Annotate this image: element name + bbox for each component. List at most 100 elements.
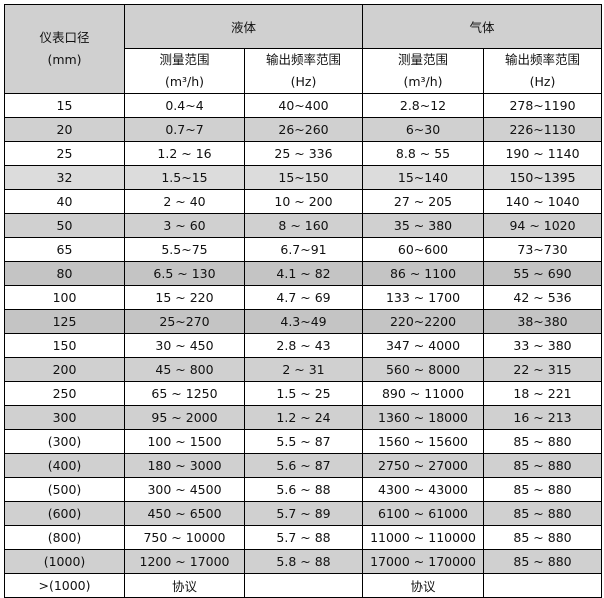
liquid-range-cell: 0.7~7 [124, 117, 245, 142]
gas-range-cell: 560 ~ 8000 [362, 357, 485, 382]
size-unit: (mm) [47, 52, 82, 67]
gas-freq-cell: 94 ~ 1020 [483, 213, 603, 238]
liquid-freq-cell: 26~260 [243, 117, 364, 142]
gas-freq-cell: 190 ~ 1140 [483, 141, 603, 166]
size-header: 仪表口径 (mm) [4, 4, 125, 94]
gas-freq-cell: 33 ~ 380 [483, 333, 603, 358]
size-cell: 32 [4, 165, 125, 190]
liquid-freq-cell: 1.5 ~ 25 [243, 381, 364, 406]
gas-freq-cell: 85 ~ 880 [483, 477, 603, 502]
gas-freq-cell: 85 ~ 880 [483, 453, 603, 478]
liquid-range-header: 测量范围 (m³/h) [124, 48, 245, 94]
table-row: 100 15 ~ 220 4.7 ~ 69 133 ~ 1700 42 ~ 536 [4, 285, 603, 310]
table-row: (500) 300 ~ 4500 5.6 ~ 88 4300 ~ 43000 85 ~ … [4, 477, 603, 502]
size-cell: (600) [4, 501, 125, 526]
table-row: 20 0.7~7 26~260 6~30 226~1130 [4, 117, 603, 142]
liquid-range-cell: 1200 ~ 17000 [124, 549, 245, 574]
size-cell: 80 [4, 261, 125, 286]
liquid-freq-cell: 8 ~ 160 [243, 213, 364, 238]
gas-freq-cell: 278~1190 [483, 93, 603, 118]
size-cell: 150 [4, 333, 125, 358]
size-cell: 20 [4, 117, 125, 142]
size-cell: 300 [4, 405, 125, 430]
liquid-range-cell: 65 ~ 1250 [124, 381, 245, 406]
liquid-range-cell: 6.5 ~ 130 [124, 261, 245, 286]
gas-freq-cell: 150~1395 [483, 165, 603, 190]
freq-label: 输出频率范围 [266, 52, 342, 67]
gas-freq-cell: 38~380 [483, 309, 603, 334]
size-cell: 25 [4, 141, 125, 166]
liquid-range-cell: 750 ~ 10000 [124, 525, 245, 550]
size-cell: (500) [4, 477, 125, 502]
gas-freq-cell: 85 ~ 880 [483, 525, 603, 550]
liquid-freq-cell: 5.7 ~ 88 [243, 525, 364, 550]
gas-freq-cell: 55 ~ 690 [483, 261, 603, 286]
table-row: 125 25~270 4.3~49 220~2200 38~380 [4, 309, 603, 334]
table-row: 80 6.5 ~ 130 4.1 ~ 82 86 ~ 1100 55 ~ 690 [4, 261, 603, 286]
gas-range-cell: 220~2200 [362, 309, 485, 334]
gas-range-cell: 347 ~ 4000 [362, 333, 485, 358]
liquid-range-cell: 30 ~ 450 [124, 333, 245, 358]
table-row: 50 3 ~ 60 8 ~ 160 35 ~ 380 94 ~ 1020 [4, 213, 603, 238]
size-cell: 250 [4, 381, 125, 406]
liquid-freq-cell: 5.5 ~ 87 [243, 429, 364, 454]
size-cell: (300) [4, 429, 125, 454]
liquid-range-cell: 300 ~ 4500 [124, 477, 245, 502]
gas-range-cell: 2750 ~ 27000 [362, 453, 485, 478]
size-cell: (1000) [4, 549, 125, 574]
size-cell: 125 [4, 309, 125, 334]
liquid-range-cell: 5.5~75 [124, 237, 245, 262]
liquid-freq-cell: 25 ~ 336 [243, 141, 364, 166]
liquid-range-cell: 45 ~ 800 [124, 357, 245, 382]
gas-range-cell: 15~140 [362, 165, 485, 190]
table-row: 15 0.4~4 40~400 2.8~12 278~1190 [4, 93, 603, 118]
liquid-freq-cell: 40~400 [243, 93, 364, 118]
liquid-range-cell: 2 ~ 40 [124, 189, 245, 214]
liquid-freq-cell: 2 ~ 31 [243, 357, 364, 382]
gas-range-cell: 35 ~ 380 [362, 213, 485, 238]
gas-freq-cell: 42 ~ 536 [483, 285, 603, 310]
table-row: 40 2 ~ 40 10 ~ 200 27 ~ 205 140 ~ 1040 [4, 189, 603, 214]
size-cell: 40 [4, 189, 125, 214]
liquid-freq-cell: 5.8 ~ 88 [243, 549, 364, 574]
gas-range-cell: 60~600 [362, 237, 485, 262]
table-row: (300) 100 ~ 1500 5.5 ~ 87 1560 ~ 15600 85 ~ … [4, 429, 603, 454]
liquid-freq-cell: 5.6 ~ 87 [243, 453, 364, 478]
size-label: 仪表口径 [39, 30, 90, 45]
table-row: 200 45 ~ 800 2 ~ 31 560 ~ 8000 22 ~ 315 [4, 357, 603, 382]
gas-freq-cell: 140 ~ 1040 [483, 189, 603, 214]
liquid-range-cell: 180 ~ 3000 [124, 453, 245, 478]
size-cell: 65 [4, 237, 125, 262]
gas-freq-cell: 18 ~ 221 [483, 381, 603, 406]
freq-unit: (Hz) [529, 74, 556, 89]
table-row: 32 1.5~15 15~150 15~140 150~1395 [4, 165, 603, 190]
gas-range-cell: 1560 ~ 15600 [362, 429, 485, 454]
table-row: 300 95 ~ 2000 1.2 ~ 24 1360 ~ 18000 16 ~ 213 [4, 405, 603, 430]
gas-range-cell: 890 ~ 11000 [362, 381, 485, 406]
gas-range-cell: 8.8 ~ 55 [362, 141, 485, 166]
liquid-range-cell: 1.5~15 [124, 165, 245, 190]
liquid-freq-cell: 6.7~91 [243, 237, 364, 262]
table-row: 250 65 ~ 1250 1.5 ~ 25 890 ~ 11000 18 ~ 221 [4, 381, 603, 406]
liquid-freq-cell: 4.7 ~ 69 [243, 285, 364, 310]
range-label: 测量范围 [159, 52, 210, 67]
gas-range-cell: 6100 ~ 61000 [362, 501, 485, 526]
gas-freq-header: 输出频率范围 (Hz) [483, 48, 603, 94]
size-cell: 100 [4, 285, 125, 310]
range-label: 测量范围 [398, 52, 449, 67]
gas-range-cell: 11000 ~ 110000 [362, 525, 485, 550]
liquid-range-cell: 0.4~4 [124, 93, 245, 118]
table-row: (600) 450 ~ 6500 5.7 ~ 89 6100 ~ 61000 85 ~ … [4, 501, 603, 526]
gas-range-cell: 1360 ~ 18000 [362, 405, 485, 430]
table-row: (400) 180 ~ 3000 5.6 ~ 87 2750 ~ 27000 85 ~ … [4, 453, 603, 478]
liquid-freq-cell: 4.1 ~ 82 [243, 261, 364, 286]
size-cell: 200 [4, 357, 125, 382]
liquid-freq-cell: 2.8 ~ 43 [243, 333, 364, 358]
size-cell: 50 [4, 213, 125, 238]
gas-range-cell: 86 ~ 1100 [362, 261, 485, 286]
gas-freq-cell: 16 ~ 213 [483, 405, 603, 430]
freq-label: 输出频率范围 [505, 52, 581, 67]
liquid-range-cell: 1.2 ~ 16 [124, 141, 245, 166]
liquid-range-cell: 15 ~ 220 [124, 285, 245, 310]
gas-range-cell: 4300 ~ 43000 [362, 477, 485, 502]
